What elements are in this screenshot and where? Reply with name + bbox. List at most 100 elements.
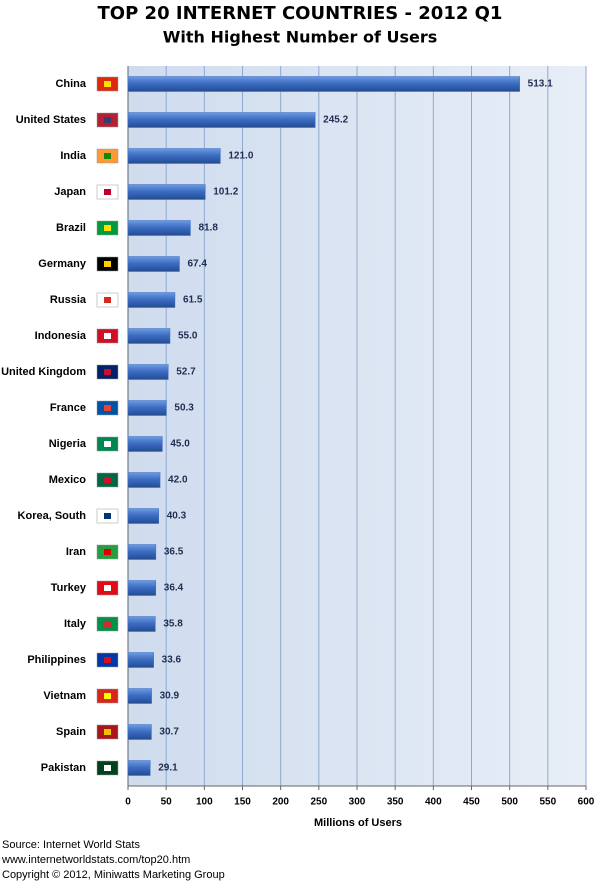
- y-tick-label: Brazil: [56, 222, 86, 234]
- value-label: 121.0: [228, 151, 253, 162]
- x-tick-label: 300: [349, 797, 366, 808]
- bar: [127, 580, 157, 596]
- x-tick-label: 350: [387, 797, 404, 808]
- x-tick-label: 600: [578, 797, 595, 808]
- flag: [104, 81, 111, 87]
- y-tick-label: United Kingdom: [1, 366, 86, 378]
- x-tick-label: 0: [125, 797, 131, 808]
- flag: [104, 693, 111, 699]
- x-tick-label: 50: [161, 797, 173, 808]
- x-tick-label: 400: [425, 797, 442, 808]
- flag: [104, 333, 111, 339]
- flag: [104, 153, 111, 159]
- y-tick-label: Philippines: [27, 654, 86, 666]
- bar: [127, 328, 171, 344]
- bar: [127, 436, 163, 452]
- value-label: 33.6: [162, 655, 182, 666]
- y-tick-label: Mexico: [49, 474, 87, 486]
- bar: [127, 148, 221, 164]
- source-line: Source: Internet World Stats: [2, 839, 140, 851]
- value-label: 45.0: [170, 439, 190, 450]
- bar: [127, 220, 191, 236]
- flag: [104, 189, 111, 195]
- chart-subtitle: With Highest Number of Users: [163, 28, 438, 47]
- value-label: 29.1: [158, 763, 178, 774]
- bar: [127, 724, 152, 740]
- bar: [127, 472, 161, 488]
- bar: [127, 292, 176, 308]
- bar: [127, 616, 156, 632]
- y-tick-label: Japan: [54, 186, 86, 198]
- value-label: 81.8: [198, 223, 218, 234]
- chart-title: TOP 20 INTERNET COUNTRIES - 2012 Q1: [98, 3, 503, 24]
- flag: [104, 117, 111, 123]
- value-label: 101.2: [213, 187, 238, 198]
- y-tick-label: Indonesia: [35, 330, 87, 342]
- flag: [104, 585, 111, 591]
- y-tick-label: Korea, South: [18, 510, 87, 522]
- bar: [127, 652, 154, 668]
- value-label: 50.3: [174, 403, 194, 414]
- bar: [127, 760, 151, 776]
- flag: [104, 405, 111, 411]
- value-label: 40.3: [167, 511, 187, 522]
- y-tick-label: Iran: [66, 546, 86, 558]
- flag: [104, 513, 111, 519]
- value-label: 513.1: [528, 79, 553, 90]
- y-tick-label: France: [50, 402, 86, 414]
- x-tick-label: 550: [539, 797, 556, 808]
- y-tick-label: Nigeria: [49, 438, 87, 450]
- value-label: 52.7: [176, 367, 196, 378]
- value-label: 67.4: [187, 259, 207, 270]
- value-label: 30.9: [160, 691, 180, 702]
- y-tick-label: Germany: [38, 258, 87, 270]
- y-tick-label: Vietnam: [43, 690, 86, 702]
- flag: [104, 441, 111, 447]
- flag: [104, 369, 111, 375]
- value-label: 42.0: [168, 475, 188, 486]
- flag: [104, 621, 111, 627]
- bar: [127, 364, 169, 380]
- value-label: 36.5: [164, 547, 184, 558]
- source-line: www.internetworldstats.com/top20.htm: [1, 854, 190, 866]
- bar: [127, 256, 180, 272]
- value-label: 30.7: [159, 727, 179, 738]
- bar: [127, 76, 520, 92]
- x-tick-label: 100: [196, 797, 213, 808]
- flag: [104, 765, 111, 771]
- y-tick-label: Pakistan: [41, 762, 87, 774]
- bar: [127, 400, 167, 416]
- x-tick-label: 200: [272, 797, 289, 808]
- bar: [127, 544, 157, 560]
- bar: [127, 688, 152, 704]
- x-tick-label: 450: [463, 797, 480, 808]
- value-label: 245.2: [323, 115, 348, 126]
- flag: [104, 549, 111, 555]
- flag: [104, 729, 111, 735]
- flag: [104, 297, 111, 303]
- y-tick-label: India: [60, 150, 87, 162]
- x-axis-title: Millions of Users: [314, 817, 402, 829]
- bar: [127, 112, 316, 128]
- value-label: 35.8: [163, 619, 183, 630]
- x-tick-label: 150: [234, 797, 251, 808]
- value-label: 61.5: [183, 295, 203, 306]
- flag: [104, 657, 111, 663]
- value-label: 55.0: [178, 331, 198, 342]
- y-tick-label: Italy: [64, 618, 87, 630]
- flag: [104, 261, 111, 267]
- y-tick-label: China: [55, 78, 86, 90]
- y-tick-label: United States: [16, 114, 86, 126]
- y-tick-label: Turkey: [51, 582, 87, 594]
- bar: [127, 508, 160, 524]
- x-tick-label: 250: [310, 797, 327, 808]
- y-tick-label: Spain: [56, 726, 86, 738]
- x-tick-label: 500: [501, 797, 518, 808]
- bar: [127, 184, 206, 200]
- source-line: Copyright © 2012, Miniwatts Marketing Gr…: [2, 869, 225, 881]
- y-tick-label: Russia: [50, 294, 87, 306]
- flag: [104, 225, 111, 231]
- value-label: 36.4: [164, 583, 184, 594]
- flag: [104, 477, 111, 483]
